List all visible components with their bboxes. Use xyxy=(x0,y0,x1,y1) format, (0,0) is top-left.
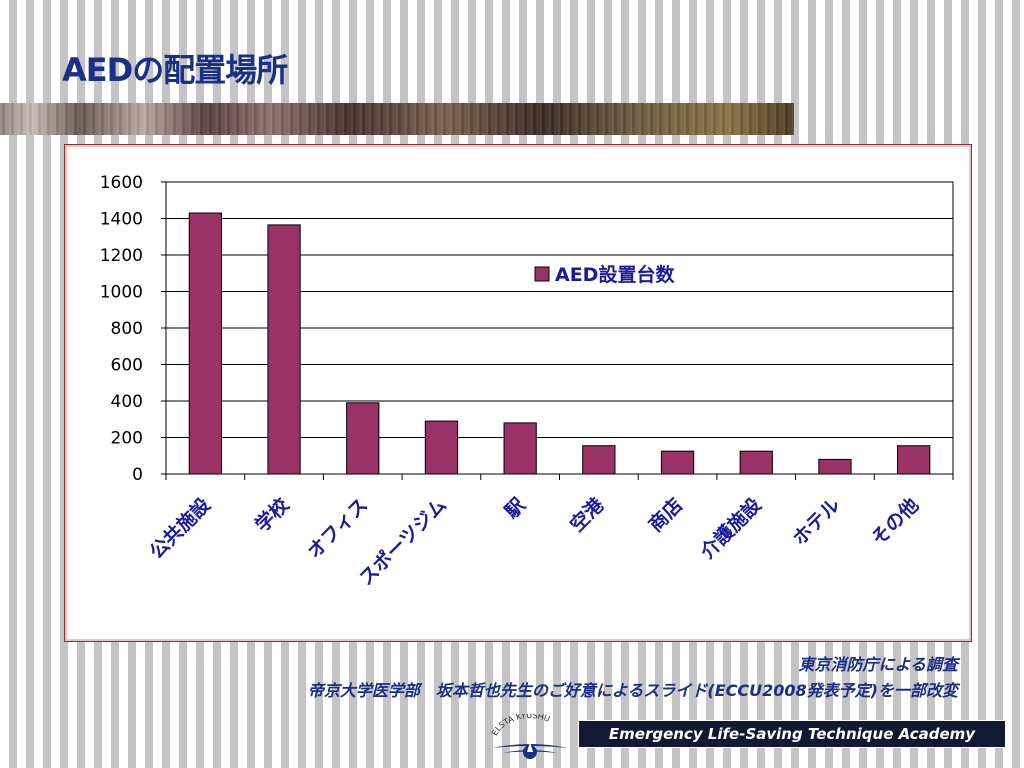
legend: AED設置台数 xyxy=(534,263,675,286)
bar xyxy=(818,458,852,475)
credit-note: 帝京大学医学部 坂本哲也先生のご好意によるスライド(ECCU2008発表予定)を… xyxy=(307,681,958,700)
x-category-label: オフィス xyxy=(303,494,372,563)
y-tick-label: 1400 xyxy=(100,210,143,230)
x-category-label: 空港 xyxy=(565,493,609,537)
legend-label: AED設置台数 xyxy=(555,263,675,286)
y-tick-label: 0 xyxy=(132,465,143,485)
bar xyxy=(424,420,459,475)
x-category-label: 学校 xyxy=(250,493,294,537)
bar xyxy=(503,422,537,475)
source-note: 東京消防庁による調査 xyxy=(798,655,958,674)
slide-title: AEDの配置場所 xyxy=(62,51,288,89)
bar xyxy=(660,450,695,475)
x-category-label: 介護施設 xyxy=(695,493,766,564)
chart-frame: 0 200 400 600 800 1000 1200 1400 1600 公共施設 学校 オフィスス… xyxy=(64,144,972,642)
y-tick-label: 600 xyxy=(111,356,143,376)
decorative-banner-bar xyxy=(0,103,794,135)
x-category-label: ホテル xyxy=(789,494,845,550)
y-tick-label: 1200 xyxy=(100,246,143,266)
y-tick-label: 1000 xyxy=(100,283,143,303)
bar xyxy=(267,224,301,475)
footer-note: 東京消防庁による調査 帝京大学医学部 坂本哲也先生のご好意によるスライド(ECC… xyxy=(308,652,958,704)
y-tick-label: 1600 xyxy=(100,173,143,193)
x-category-label: 公共施設 xyxy=(145,493,216,564)
bar xyxy=(739,450,773,475)
y-tick-label: 400 xyxy=(111,392,143,412)
y-tick-label: 200 xyxy=(111,429,143,449)
x-category-label: 駅 xyxy=(500,493,530,523)
academy-banner: Emergency Life-Saving Technique Academy xyxy=(578,720,1006,748)
bar xyxy=(188,212,222,475)
x-category-label: 商店 xyxy=(644,493,687,536)
x-category-label: その他 xyxy=(867,493,924,550)
bar xyxy=(346,402,380,475)
elsta-logo: ELSTA KYUSHU xyxy=(490,714,568,759)
legend-swatch xyxy=(534,266,550,282)
y-tick-label: 800 xyxy=(111,319,143,339)
logo-text: ELSTA KYUSHU xyxy=(490,714,551,737)
bar xyxy=(582,445,616,475)
bar xyxy=(897,445,931,475)
